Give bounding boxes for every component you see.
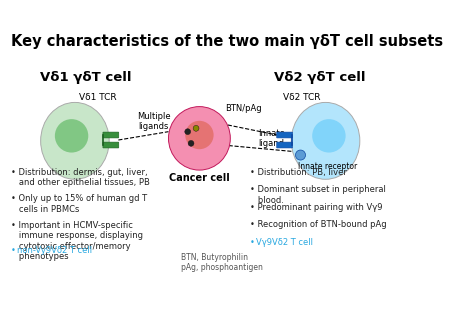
Text: BTN/pAg: BTN/pAg [225, 104, 262, 113]
Text: • Dominant subset in peripheral
   blood.: • Dominant subset in peripheral blood. [250, 185, 386, 205]
FancyBboxPatch shape [277, 142, 292, 148]
FancyBboxPatch shape [277, 132, 292, 138]
Text: Vδ1 TCR: Vδ1 TCR [80, 93, 117, 102]
Text: BTN, Butyrophilin
pAg, phosphoantigen: BTN, Butyrophilin pAg, phosphoantigen [181, 253, 263, 272]
Ellipse shape [41, 102, 109, 179]
Text: Multiple
ligands: Multiple ligands [137, 112, 170, 131]
Text: • Distribution: dermis, gut, liver,
   and other epithelial tissues, PB: • Distribution: dermis, gut, liver, and … [11, 167, 150, 187]
Text: Cancer cell: Cancer cell [169, 173, 230, 183]
Text: • Only up to 15% of human gd T
   cells in PBMCs: • Only up to 15% of human gd T cells in … [11, 194, 147, 214]
Text: • Recognition of BTN-bound pAg: • Recognition of BTN-bound pAg [250, 220, 387, 229]
Circle shape [295, 150, 306, 160]
Ellipse shape [185, 121, 214, 149]
FancyBboxPatch shape [103, 132, 119, 138]
Text: • Predominant pairing with Vγ9: • Predominant pairing with Vγ9 [250, 203, 383, 212]
Text: Key characteristics of the two main γδT cell subsets: Key characteristics of the two main γδT … [11, 34, 444, 49]
Text: Vδ2 TCR: Vδ2 TCR [283, 93, 321, 102]
Text: Vδ1 γδT cell: Vδ1 γδT cell [40, 71, 131, 84]
FancyBboxPatch shape [103, 142, 119, 148]
Circle shape [193, 125, 199, 131]
Text: Innate
ligand: Innate ligand [258, 129, 285, 148]
Text: • Distribution: PB, liver: • Distribution: PB, liver [250, 167, 347, 177]
Text: Vδ2 γδT cell: Vδ2 γδT cell [274, 71, 365, 84]
Ellipse shape [292, 102, 360, 179]
Text: Innate receptor: Innate receptor [298, 162, 357, 171]
Text: •: • [11, 246, 19, 255]
Text: non-Vy9Vδ2 T cell: non-Vy9Vδ2 T cell [17, 246, 92, 255]
Circle shape [185, 129, 191, 135]
Text: • Important in HCMV-specific
   immune response, displaying
   cytotoxic effecto: • Important in HCMV-specific immune resp… [11, 221, 144, 261]
Ellipse shape [168, 107, 230, 170]
Ellipse shape [55, 119, 88, 153]
Text: Vγ9Vδ2 T cell: Vγ9Vδ2 T cell [256, 238, 313, 247]
Ellipse shape [312, 119, 346, 153]
Circle shape [188, 140, 194, 146]
Text: •: • [250, 238, 258, 247]
